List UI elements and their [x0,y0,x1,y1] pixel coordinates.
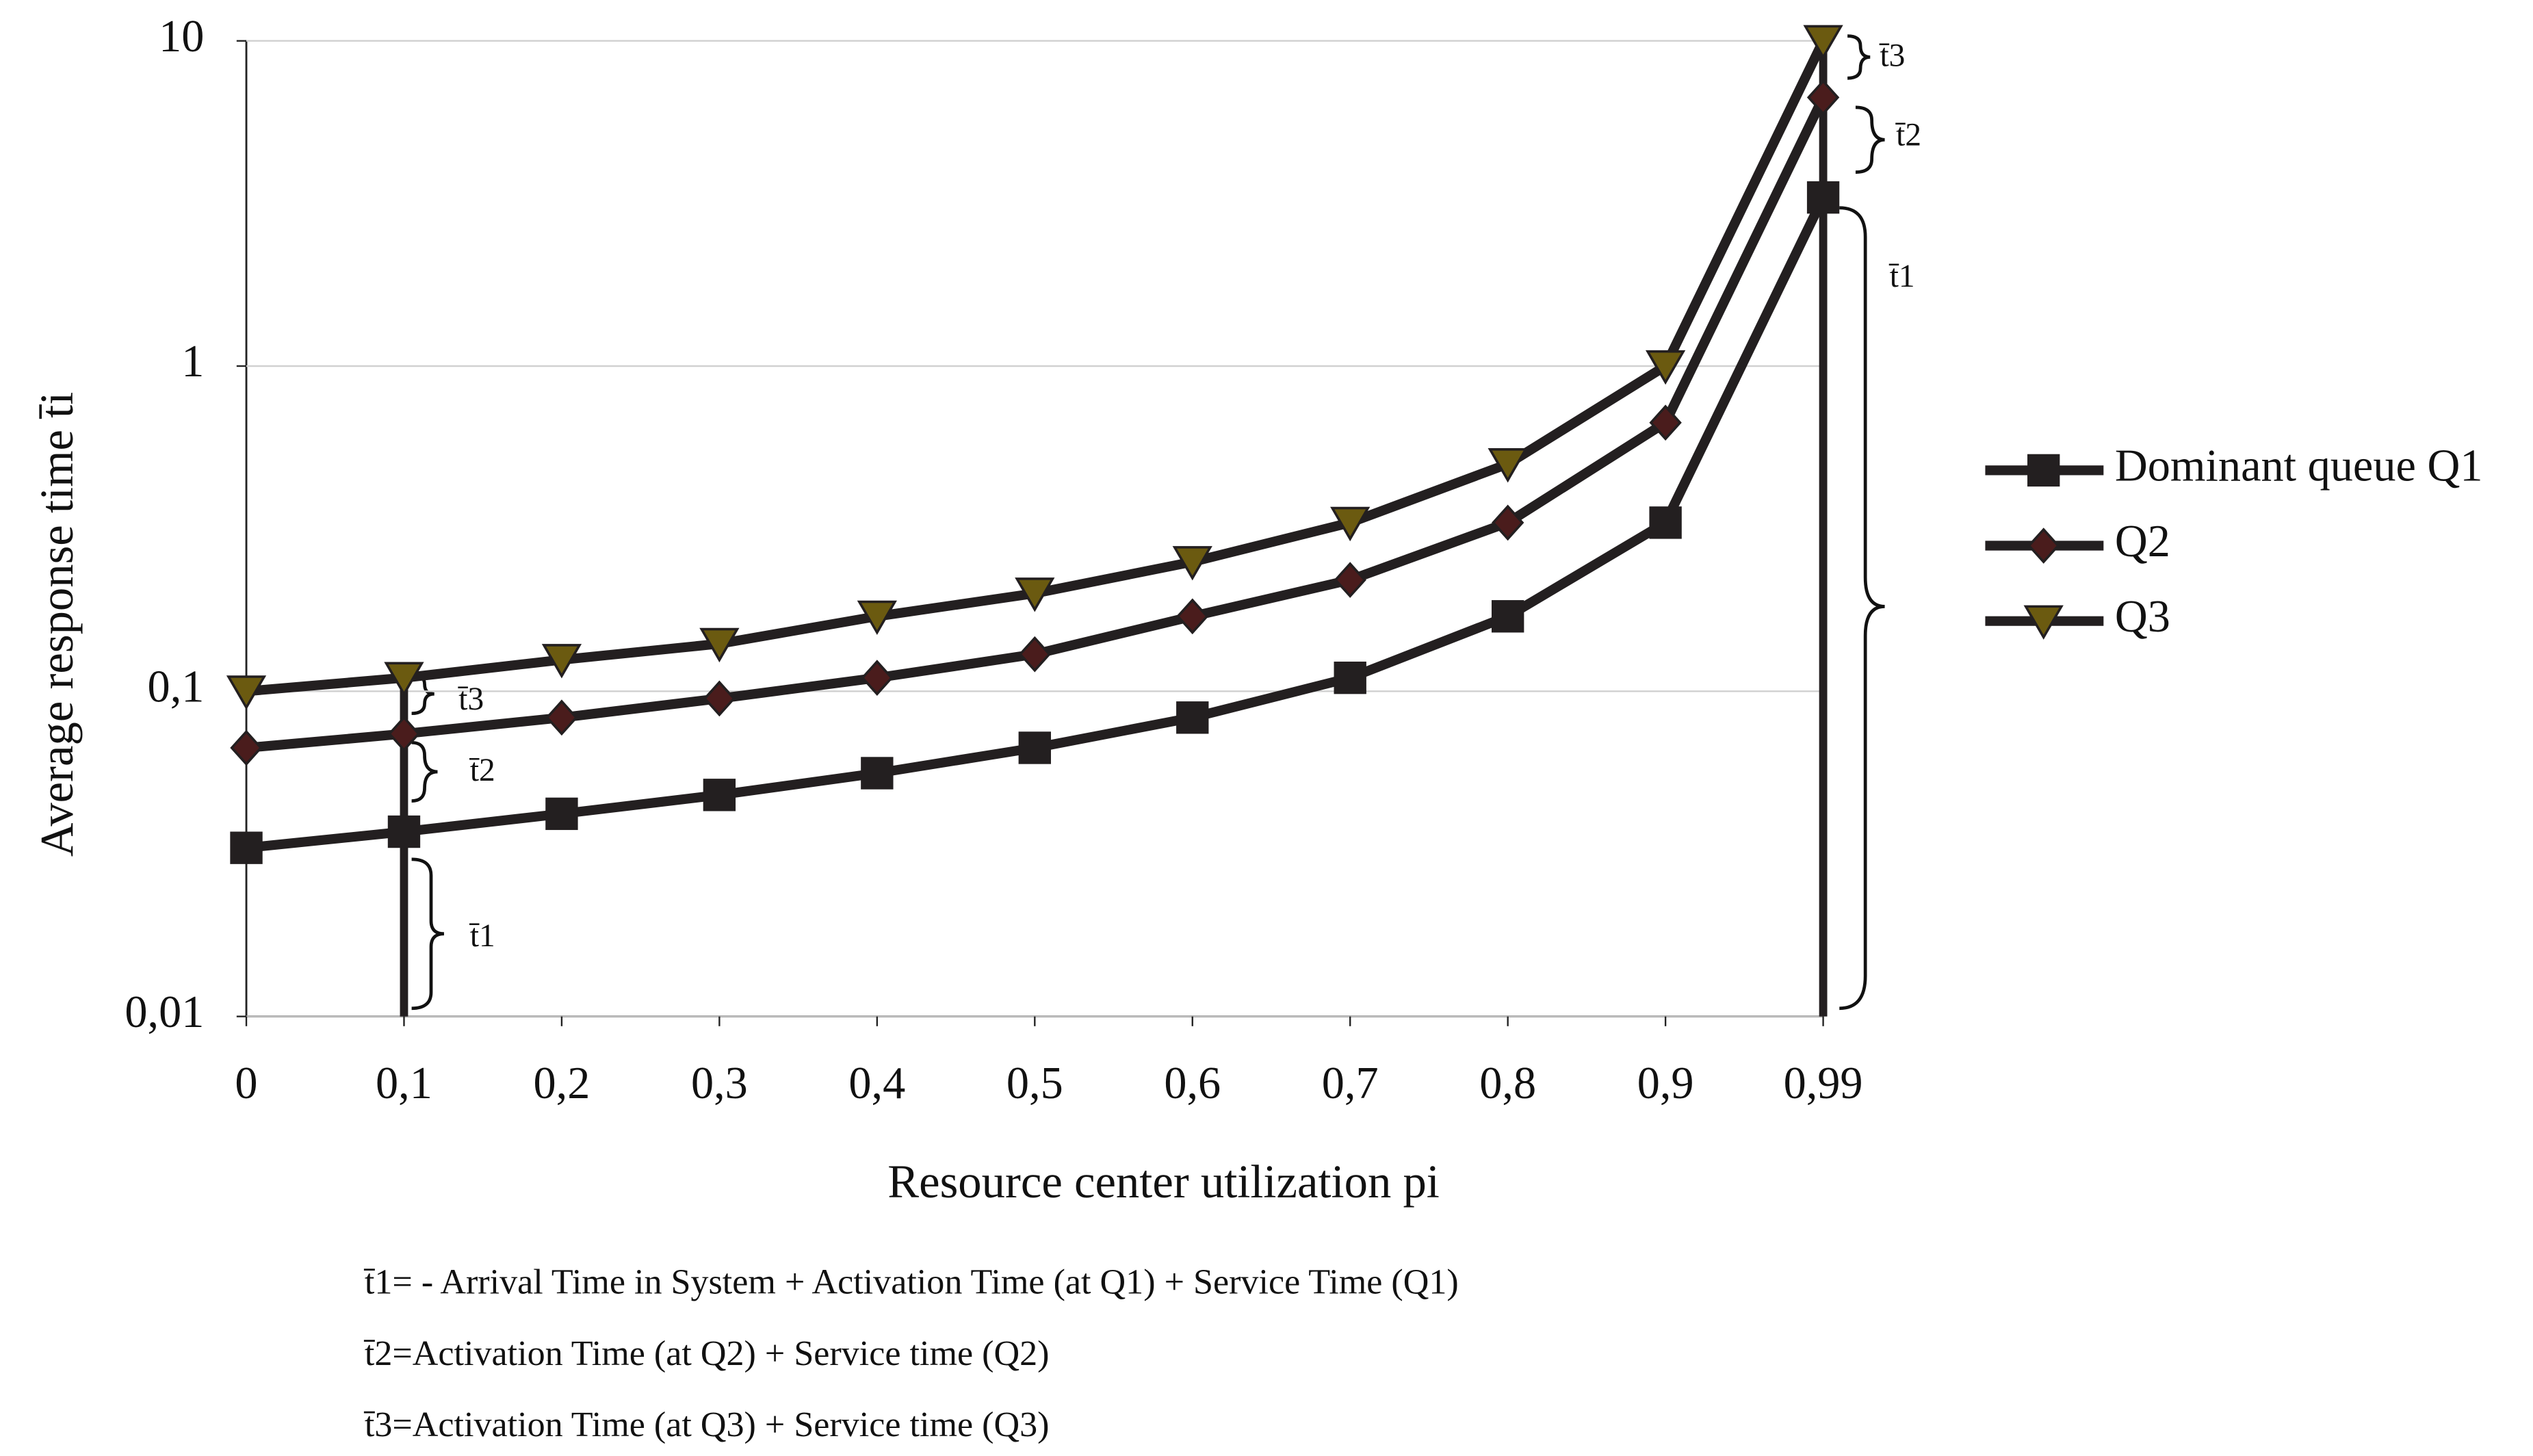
y-tick-label: 0,01 [125,987,204,1037]
marker [387,716,421,752]
marker [1806,79,1840,116]
note: t̄3=Activation Time (at Q3) + Service ti… [364,1405,1050,1444]
annotation: t̄1 [469,918,495,954]
x-tick-label: 0 [235,1058,257,1108]
annotation: t̄3 [458,681,484,717]
legend-label: Q3 [2115,592,2170,642]
legend-marker [2027,528,2060,564]
annotation: t̄3 [1879,38,1906,74]
x-axis-label: Resource center utilization pi [887,1156,1440,1208]
marker [1649,404,1682,441]
legend-label: Q2 [2115,517,2170,567]
marker [703,680,736,717]
marker [384,662,424,697]
x-tick-label: 0,3 [691,1058,748,1108]
marker [541,644,582,679]
marker [861,757,894,790]
marker [1018,636,1052,673]
x-tick-label: 0,2 [533,1058,590,1108]
annotation: t̄2 [469,753,495,788]
marker [1803,25,1843,60]
y-tick-label: 0,1 [148,662,205,712]
x-tick-label: 0,9 [1637,1058,1694,1108]
y-tick-label: 10 [159,12,204,62]
brackets [411,34,1885,1011]
marker [1645,350,1686,385]
marker [387,815,421,848]
x-tick-label: 0,8 [1479,1058,1536,1108]
x-tick-label: 0,4 [848,1058,905,1108]
marker [1649,506,1682,539]
marker [699,627,740,663]
marker [1018,731,1051,764]
annotation: t̄1 [1888,259,1915,294]
marker [226,675,267,710]
x-tick-label: 0,1 [376,1058,432,1108]
y-tick-label: 1 [181,337,204,387]
marker [1488,448,1528,483]
marker [861,660,894,696]
marker [545,699,578,736]
marker [1334,562,1366,598]
marker [857,600,897,636]
annotation: t̄2 [1895,118,1922,153]
legend-marker [2027,454,2060,487]
marker [1491,504,1524,541]
marker [1491,600,1524,633]
marker [1330,506,1371,542]
legend-label: Dominant queue Q1 [2115,441,2483,491]
note: t̄2=Activation Time (at Q2) + Service ti… [364,1334,1050,1373]
x-tick-label: 0,5 [1006,1058,1063,1108]
x-tick-label: 0,7 [1322,1058,1379,1108]
marker [1806,181,1840,214]
marker [230,729,263,766]
x-tick-label: 0,99 [1784,1058,1863,1108]
marker [1176,701,1209,734]
note: t̄1= - Arrival Time in System + Activati… [364,1263,1459,1302]
marker [1334,661,1366,694]
marker [1015,577,1055,612]
x-tick-label: 0,6 [1164,1058,1221,1108]
marker [1172,546,1212,581]
marker [230,831,263,864]
marker [1176,598,1209,635]
legend-marker [2023,605,2064,640]
y-axis-label: Average response time t̄i [31,392,83,857]
marker [545,797,578,831]
marker [703,779,736,811]
